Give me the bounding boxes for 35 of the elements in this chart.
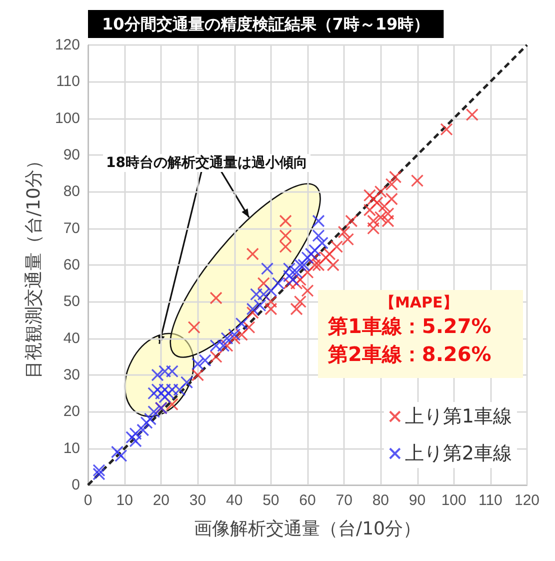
y-tick-label: 20 — [63, 403, 80, 420]
y-tick-label: 40 — [63, 330, 80, 347]
annotation: 【MAPE】 — [380, 294, 458, 312]
x-tick-label: 80 — [372, 492, 390, 509]
annotation: 18時台の解析交通量は過小傾向 — [106, 154, 308, 171]
x-tick-label: 90 — [408, 492, 426, 509]
x-tick-label: 120 — [514, 492, 540, 509]
x-axis-title: 画像解析交通量（台/10分） — [194, 518, 421, 540]
legend-label: 上り第1車線 — [404, 406, 512, 428]
y-tick-label: 60 — [63, 256, 80, 274]
y-tick-label: 70 — [63, 220, 80, 237]
x-tick-label: 0 — [84, 492, 92, 509]
x-tick-label: 70 — [336, 492, 352, 509]
x-tick-label: 20 — [152, 492, 170, 509]
y-tick-label: 0 — [72, 476, 80, 494]
x-tick-label: 10 — [116, 492, 133, 509]
y-tick-label: 50 — [63, 293, 80, 310]
y-tick-label: 120 — [54, 36, 80, 54]
y-tick-label: 90 — [63, 146, 80, 164]
annotation: 第2車線：8.26% — [327, 342, 492, 366]
y-tick-label: 100 — [54, 110, 80, 127]
annotation: 第1車線：5.27% — [327, 314, 492, 338]
y-tick-label: 10 — [63, 440, 80, 457]
x-tick-label: 110 — [478, 492, 502, 509]
x-tick-label: 100 — [441, 492, 466, 509]
chart-title: 10分間交通量の精度検証結果（7時～19時） — [102, 14, 430, 34]
legend-label: 上り第2車線 — [404, 442, 512, 464]
y-tick-label: 30 — [63, 366, 80, 384]
y-axis-title: 目視観測交通量（台/10分） — [24, 152, 44, 378]
x-tick-label: 30 — [189, 492, 206, 509]
y-tick-label: 80 — [63, 183, 80, 200]
x-tick-label: 50 — [262, 492, 280, 509]
y-tick-label: 110 — [56, 73, 80, 90]
x-tick-label: 40 — [226, 492, 243, 509]
x-tick-label: 60 — [299, 492, 316, 509]
